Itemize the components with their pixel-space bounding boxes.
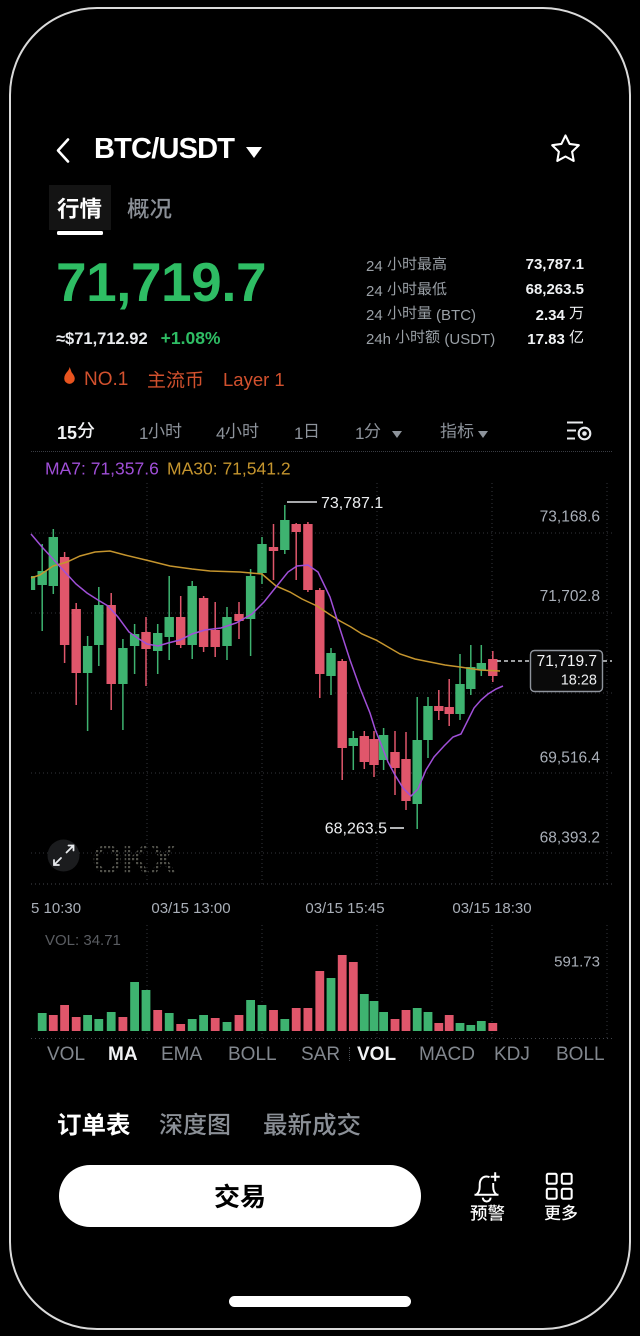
svg-text:71,702.8: 71,702.8 — [540, 588, 600, 605]
svg-text:68,263.5: 68,263.5 — [325, 821, 387, 838]
svg-text:MA7: 71,357.6: MA7: 71,357.6 — [45, 459, 159, 479]
svg-text:73,787.1: 73,787.1 — [321, 495, 383, 512]
svg-text:68,393.2: 68,393.2 — [540, 830, 600, 847]
svg-text:03/15 18:30: 03/15 18:30 — [452, 900, 531, 917]
svg-text:69,516.4: 69,516.4 — [540, 750, 601, 767]
svg-text:03/15 15:45: 03/15 15:45 — [305, 900, 384, 917]
svg-text:OKX: OKX — [92, 838, 176, 882]
svg-text:03/15 13:00: 03/15 13:00 — [151, 900, 230, 917]
svg-text:591.73: 591.73 — [554, 954, 600, 971]
svg-text:71,719.7: 71,719.7 — [537, 653, 597, 670]
svg-text:5 10:30: 5 10:30 — [31, 900, 81, 917]
svg-text:73,168.6: 73,168.6 — [540, 509, 600, 526]
svg-text:18:28: 18:28 — [561, 673, 597, 689]
svg-text:MA30: 71,541.2: MA30: 71,541.2 — [167, 459, 291, 479]
svg-text:VOL: 34.71: VOL: 34.71 — [45, 932, 121, 949]
